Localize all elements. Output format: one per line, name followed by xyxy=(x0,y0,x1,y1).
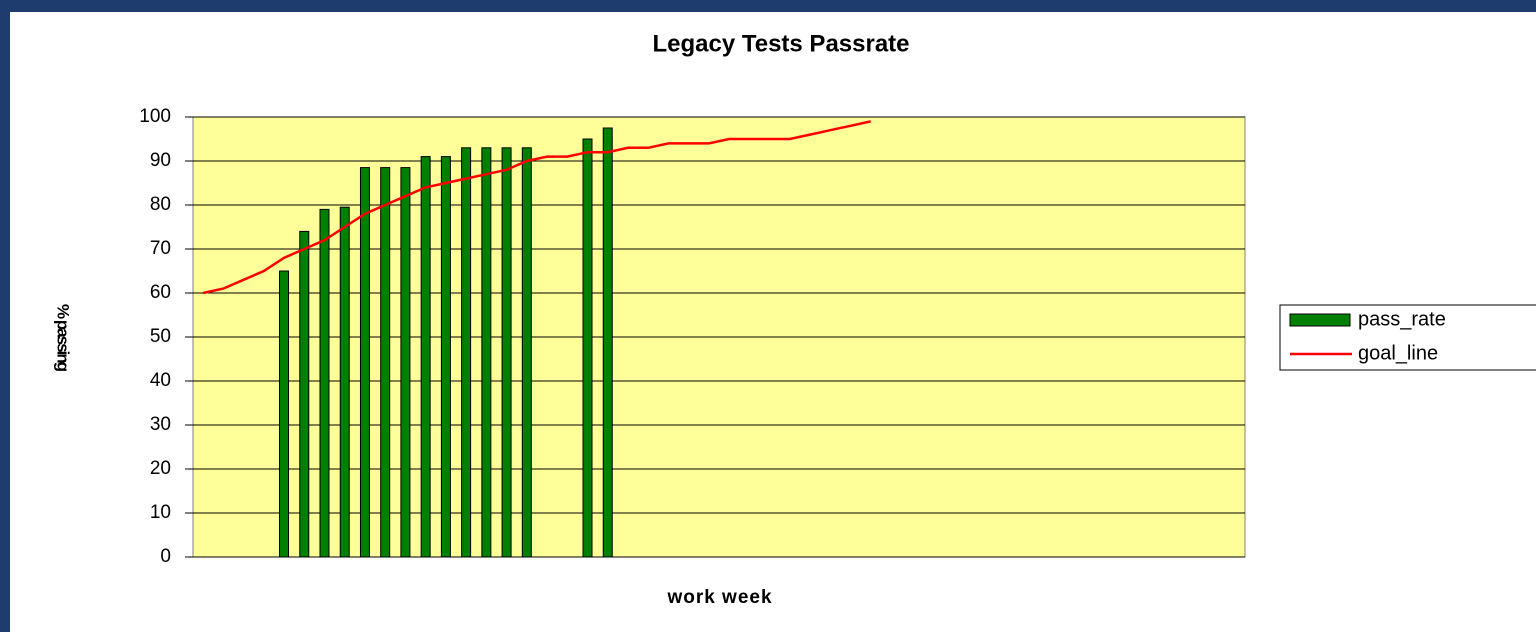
y-tick-label: 30 xyxy=(150,414,171,435)
y-tick-label: 40 xyxy=(150,370,171,391)
bar xyxy=(319,208,330,558)
y-tick-label: 0 xyxy=(160,546,171,567)
y-tick-label: 50 xyxy=(150,326,171,347)
x-axis-label: work week xyxy=(666,587,772,608)
bar xyxy=(400,167,411,558)
bar xyxy=(582,138,593,558)
legend: pass_rate goal_line xyxy=(1279,304,1536,371)
legend-swatch xyxy=(1289,313,1351,327)
bar xyxy=(359,167,370,558)
y-tick-label: 10 xyxy=(150,502,171,523)
y-tick-label: 70 xyxy=(150,238,171,259)
chart-title: Legacy Tests Passrate xyxy=(652,30,909,57)
bar xyxy=(279,270,290,558)
bar xyxy=(440,156,451,558)
bar xyxy=(380,167,391,558)
y-axis-label: % passing xyxy=(54,304,73,372)
y-tick-label: 90 xyxy=(150,150,171,171)
bar xyxy=(461,147,472,558)
bar xyxy=(521,147,532,558)
bar xyxy=(299,230,310,558)
bar xyxy=(339,206,350,558)
bar xyxy=(420,156,431,558)
y-tick-label: 60 xyxy=(150,282,171,303)
y-tick-label: 80 xyxy=(150,194,171,215)
bar xyxy=(602,127,613,558)
y-tick-label: 20 xyxy=(150,458,171,479)
y-tick-label: 100 xyxy=(139,106,171,127)
legend-label: goal_line xyxy=(1358,342,1438,364)
legend-label: pass_rate xyxy=(1358,308,1446,330)
bar xyxy=(481,147,492,558)
line xyxy=(202,120,871,295)
bar xyxy=(501,147,512,558)
